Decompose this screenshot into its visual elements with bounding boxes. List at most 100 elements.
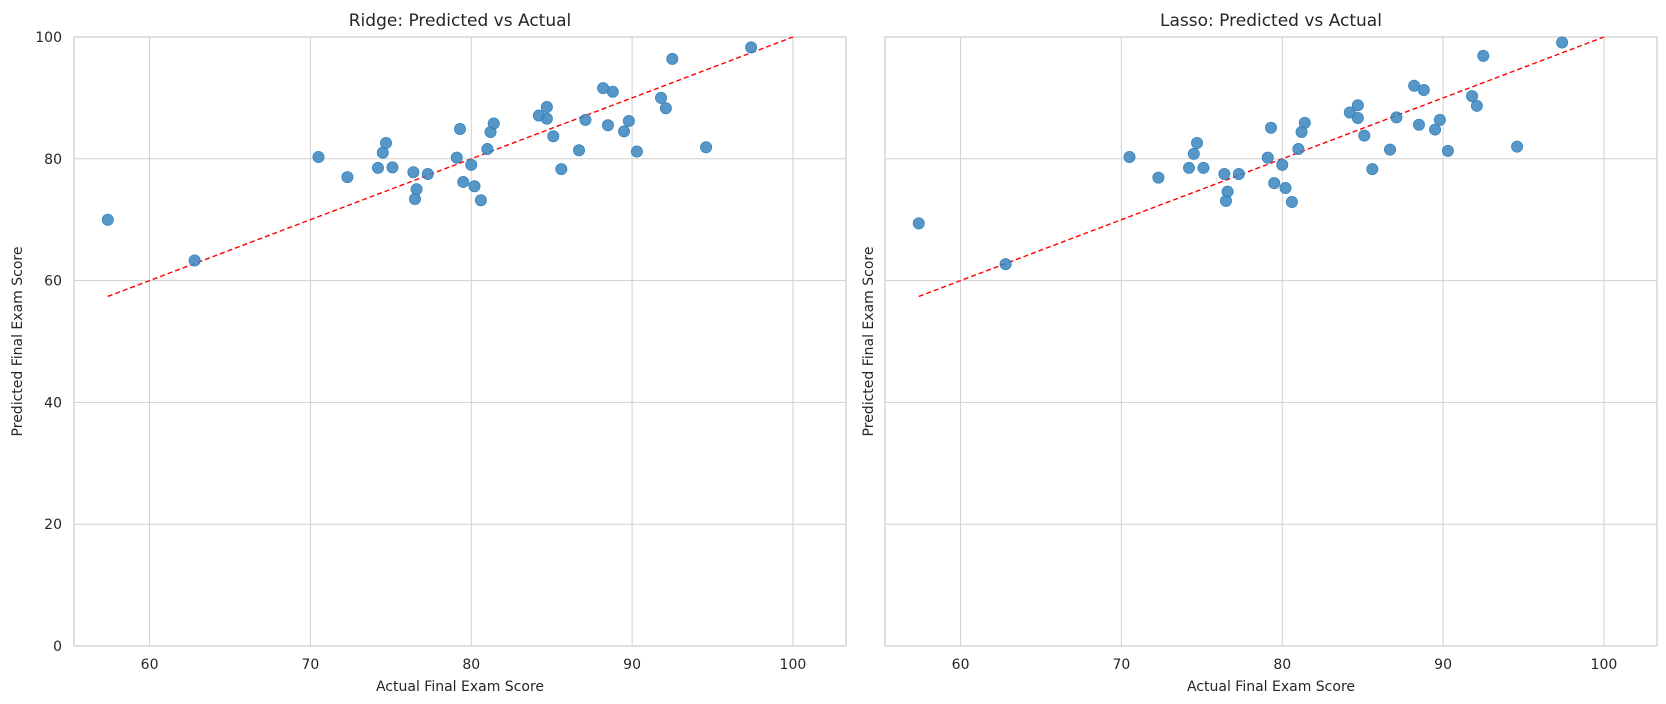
lasso-data-point xyxy=(1123,150,1136,163)
ridge-data-point xyxy=(380,136,393,149)
ridge-data-point xyxy=(540,101,553,114)
ridge-data-point xyxy=(487,117,500,130)
ridge-data-point xyxy=(101,213,114,226)
lasso-points xyxy=(912,36,1569,271)
lasso-data-point xyxy=(1429,123,1442,136)
ridge-data-point xyxy=(622,115,635,128)
lasso-x-tick-label: 90 xyxy=(1434,657,1452,673)
lasso-x-tick-label: 80 xyxy=(1273,657,1291,673)
lasso-data-point xyxy=(1268,177,1281,190)
ridge-data-point xyxy=(188,254,201,267)
ridge-y-axis-label: Predicted Final Exam Score xyxy=(10,247,26,437)
lasso-data-point xyxy=(1412,118,1425,131)
ridge-data-point xyxy=(618,125,631,138)
lasso-data-point xyxy=(912,217,925,230)
lasso-data-point xyxy=(1358,129,1371,142)
ridge-data-point xyxy=(481,143,494,156)
ridge-x-tick-labels: 60 70 80 90 100 xyxy=(141,657,807,673)
lasso-data-point xyxy=(1232,168,1245,181)
ridge-y-tick-label: 80 xyxy=(44,152,62,168)
lasso-data-point xyxy=(1366,163,1379,176)
ridge-y-tick-label: 20 xyxy=(44,517,62,533)
ridge-data-point xyxy=(371,161,384,174)
lasso-data-point xyxy=(1218,168,1231,181)
lasso-data-point xyxy=(1261,151,1274,164)
ridge-x-tick-label: 70 xyxy=(302,657,320,673)
lasso-data-point xyxy=(1384,143,1397,156)
ridge-data-point xyxy=(700,141,713,154)
lasso-data-point xyxy=(1470,99,1483,112)
lasso-data-point xyxy=(1511,140,1524,153)
lasso-plot-frame xyxy=(884,36,1658,647)
ridge-data-point xyxy=(457,175,470,188)
lasso-x-tick-label: 70 xyxy=(1113,657,1131,673)
ridge-data-point xyxy=(601,119,614,132)
ridge-data-point xyxy=(745,41,758,54)
ridge-data-point xyxy=(312,150,325,163)
lasso-data-point xyxy=(1292,143,1305,156)
ridge-data-point xyxy=(386,161,399,174)
ridge-data-point xyxy=(453,122,466,135)
ridge-y-tick-label: 60 xyxy=(44,274,62,290)
lasso-data-point xyxy=(1390,111,1403,124)
ridge-x-axis-label: Actual Final Exam Score xyxy=(376,679,544,695)
lasso-data-point xyxy=(1466,90,1479,103)
ridge-y-tick-label: 40 xyxy=(44,395,62,411)
ridge-x-tick-label: 90 xyxy=(623,657,641,673)
lasso-data-point xyxy=(1221,185,1234,198)
ridge-data-point xyxy=(408,192,421,205)
lasso-data-point xyxy=(1191,136,1204,149)
lasso-data-point xyxy=(1477,49,1490,62)
lasso-data-point xyxy=(1351,99,1364,112)
ridge-y-tick-label: 0 xyxy=(53,639,62,655)
lasso-x-tick-label: 60 xyxy=(952,657,970,673)
lasso-data-point xyxy=(1152,171,1165,184)
ridge-data-point xyxy=(407,166,420,179)
lasso-data-point xyxy=(999,258,1012,271)
ridge-data-point xyxy=(666,52,679,65)
lasso-data-point xyxy=(1441,144,1454,157)
ridge-data-point xyxy=(659,102,672,115)
lasso-data-point xyxy=(1285,196,1298,209)
lasso-data-point xyxy=(1433,113,1446,126)
lasso-chart-title: Lasso: Predicted vs Actual xyxy=(1160,11,1382,31)
ridge-data-point xyxy=(450,151,463,164)
lasso-x-axis-label: Actual Final Exam Score xyxy=(1187,679,1355,695)
ridge-data-point xyxy=(573,144,586,157)
ridge-data-point xyxy=(606,85,619,98)
ridge-data-point xyxy=(410,183,423,196)
lasso-panel: 60 70 80 90 100 Lasso: Predicted vs Actual A… xyxy=(861,11,1658,695)
lasso-data-point xyxy=(1351,111,1364,124)
ridge-x-tick-label: 100 xyxy=(780,657,807,673)
lasso-reference-line xyxy=(918,36,1605,298)
lasso-data-point xyxy=(1279,182,1292,195)
ridge-data-point xyxy=(630,145,643,158)
ridge-data-point xyxy=(421,168,434,181)
ridge-data-point xyxy=(465,158,478,171)
ridge-data-point xyxy=(540,112,553,125)
lasso-data-point xyxy=(1556,36,1569,49)
ridge-x-tick-label: 80 xyxy=(462,657,480,673)
lasso-data-point xyxy=(1187,147,1200,160)
ridge-x-tick-label: 60 xyxy=(141,657,159,673)
lasso-data-point xyxy=(1298,116,1311,129)
ridge-data-point xyxy=(474,194,487,207)
ridge-data-point xyxy=(547,130,560,143)
ridge-plot-frame xyxy=(73,36,847,647)
lasso-y-axis-label: Predicted Final Exam Score xyxy=(861,247,877,437)
lasso-data-point xyxy=(1265,121,1278,134)
ridge-y-tick-label: 100 xyxy=(35,30,62,46)
lasso-data-point xyxy=(1417,83,1430,96)
lasso-data-point xyxy=(1182,161,1195,174)
ridge-data-point xyxy=(655,91,668,104)
ridge-panel: 60 70 80 90 100 0 20 40 60 80 100 Ridge: Predicte… xyxy=(10,11,847,695)
lasso-data-point xyxy=(1197,161,1210,174)
ridge-data-point xyxy=(341,171,354,184)
ridge-data-point xyxy=(468,180,481,193)
ridge-reference-line xyxy=(107,36,794,298)
lasso-data-point xyxy=(1276,158,1289,171)
ridge-y-tick-labels: 0 20 40 60 80 100 xyxy=(35,30,62,655)
lasso-x-tick-labels: 60 70 80 90 100 xyxy=(952,657,1618,673)
ridge-data-point xyxy=(555,163,568,176)
